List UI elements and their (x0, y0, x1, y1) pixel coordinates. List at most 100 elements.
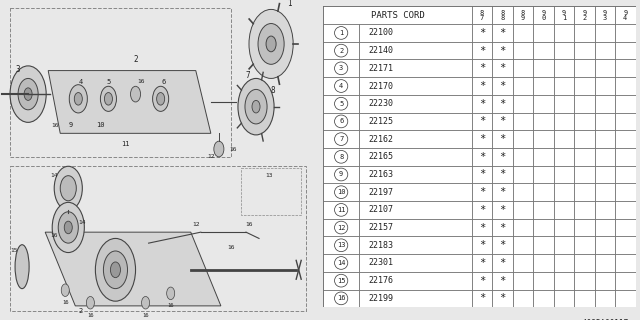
Bar (533, 166, 554, 183)
Bar (615, 272, 636, 290)
Text: *: * (479, 223, 485, 233)
Bar (574, 60, 595, 77)
Bar (574, 95, 595, 113)
Bar (554, 113, 574, 130)
Text: 22100: 22100 (369, 28, 394, 37)
Bar (472, 24, 492, 42)
Ellipse shape (15, 245, 29, 289)
Bar (472, 236, 492, 254)
Text: 9
4: 9 4 (623, 10, 627, 21)
Bar (574, 290, 595, 307)
Bar (472, 183, 492, 201)
Text: *: * (499, 293, 506, 303)
Circle shape (238, 78, 274, 135)
Circle shape (64, 221, 72, 234)
Text: 22165: 22165 (369, 152, 394, 161)
Circle shape (335, 168, 348, 181)
Circle shape (335, 274, 348, 287)
Text: 22301: 22301 (369, 259, 394, 268)
Bar (533, 130, 554, 148)
Bar (533, 113, 554, 130)
Text: 4: 4 (78, 79, 83, 84)
Bar (533, 272, 554, 290)
Text: 22170: 22170 (369, 82, 394, 91)
Text: *: * (499, 240, 506, 250)
Bar (513, 77, 533, 95)
Text: 22157: 22157 (369, 223, 394, 232)
Text: 8
7: 8 7 (479, 10, 484, 21)
Bar (595, 290, 615, 307)
Circle shape (157, 92, 164, 105)
Text: 14: 14 (51, 173, 58, 178)
Bar (472, 272, 492, 290)
Bar (513, 42, 533, 60)
Bar (574, 42, 595, 60)
Bar (492, 236, 513, 254)
Circle shape (335, 44, 348, 57)
Bar (492, 95, 513, 113)
Bar (554, 60, 574, 77)
Bar (323, 290, 359, 307)
Bar (472, 60, 492, 77)
Text: 6: 6 (161, 79, 166, 84)
Circle shape (335, 115, 348, 128)
Bar (615, 42, 636, 60)
Bar (595, 201, 615, 219)
Circle shape (104, 92, 113, 105)
Bar (615, 95, 636, 113)
Bar (472, 130, 492, 148)
Text: 7: 7 (246, 71, 250, 80)
Text: 11: 11 (121, 141, 130, 147)
Bar (492, 60, 513, 77)
Bar (323, 24, 359, 42)
Bar (323, 77, 359, 95)
Bar (323, 166, 359, 183)
Text: *: * (479, 258, 485, 268)
Bar (492, 42, 513, 60)
Text: 16: 16 (337, 295, 346, 301)
Bar (533, 201, 554, 219)
Text: 15: 15 (337, 278, 346, 284)
Text: *: * (479, 152, 485, 162)
Text: 22107: 22107 (369, 205, 394, 214)
Text: *: * (499, 81, 506, 91)
Text: 2: 2 (78, 308, 83, 314)
Bar (359, 42, 472, 60)
Bar (533, 60, 554, 77)
Bar (533, 95, 554, 113)
Text: 10: 10 (96, 123, 105, 129)
Text: 16: 16 (142, 313, 149, 318)
Bar (554, 219, 574, 236)
Circle shape (335, 204, 348, 216)
Bar (492, 254, 513, 272)
Bar (323, 130, 359, 148)
Text: 8
8: 8 8 (500, 10, 504, 21)
Text: *: * (499, 152, 506, 162)
Bar (595, 77, 615, 95)
Bar (595, 272, 615, 290)
Bar (359, 290, 472, 307)
Bar (574, 254, 595, 272)
Text: 16: 16 (245, 222, 253, 227)
Text: 7: 7 (339, 136, 343, 142)
Bar (513, 95, 533, 113)
Text: 11: 11 (337, 207, 346, 213)
Bar (323, 201, 359, 219)
Bar (595, 60, 615, 77)
Bar (359, 60, 472, 77)
Bar (513, 272, 533, 290)
Text: 22140: 22140 (369, 46, 394, 55)
Bar (359, 166, 472, 183)
Bar (554, 6, 574, 24)
Bar (472, 95, 492, 113)
Text: 22125: 22125 (369, 117, 394, 126)
Text: *: * (499, 63, 506, 73)
Bar (323, 183, 359, 201)
Text: 22162: 22162 (369, 135, 394, 144)
Circle shape (61, 284, 69, 296)
Text: 16: 16 (51, 123, 59, 128)
Text: 9: 9 (339, 172, 343, 178)
Bar (359, 254, 472, 272)
Bar (513, 183, 533, 201)
Circle shape (152, 86, 169, 111)
